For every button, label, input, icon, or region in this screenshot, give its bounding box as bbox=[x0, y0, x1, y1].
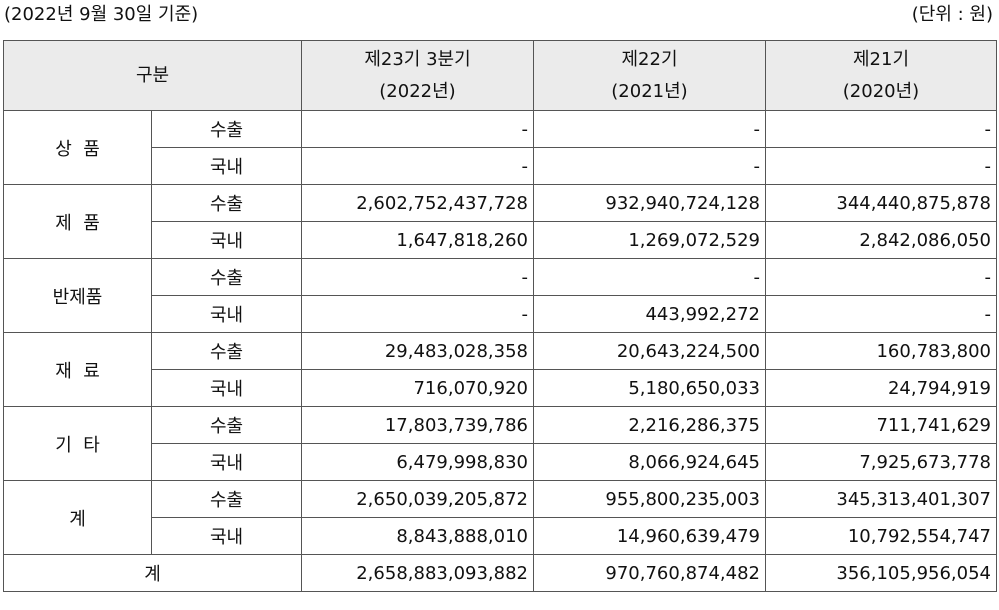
amount-cell: 1,647,818,260 bbox=[301, 221, 534, 259]
header-period: 제23기 3분기 (2022년) bbox=[301, 40, 534, 111]
category-label: 반제품 bbox=[52, 286, 103, 308]
sales-type-cell: 국내 bbox=[151, 147, 302, 185]
amount-cell: - bbox=[765, 295, 997, 333]
amount-cell: - bbox=[301, 147, 534, 185]
header-period: 제22기 (2021년) bbox=[533, 40, 766, 111]
date-caption: (2022년 9월 30일 기준) bbox=[4, 4, 199, 25]
amount-cell: 14,960,639,479 bbox=[533, 517, 766, 555]
amount-cell: - bbox=[533, 147, 766, 185]
sales-type-cell: 수출 bbox=[151, 258, 302, 296]
header-period-year: (2021년) bbox=[611, 80, 688, 102]
header-period-year: (2020년) bbox=[842, 80, 920, 102]
total-label: 계 bbox=[3, 554, 302, 592]
sales-type-cell: 국내 bbox=[151, 517, 302, 555]
table-row: 재 료 수출 29,483,028,358 20,643,224,500 160,783… bbox=[3, 332, 997, 407]
table-row: 국내 1,647,818,260 1,269,072,529 2,842,086,05… bbox=[4, 221, 997, 259]
category-cell: 기 타 bbox=[3, 406, 152, 481]
amount-cell: 10,792,554,747 bbox=[765, 517, 997, 555]
category-label: 재 료 bbox=[55, 360, 100, 382]
header-period-name: 제21기 bbox=[852, 48, 910, 70]
amount-cell: 345,313,401,307 bbox=[765, 480, 997, 518]
amount-cell: - bbox=[301, 110, 534, 148]
sales-type-cell: 국내 bbox=[151, 369, 302, 407]
sales-type-cell: 수출 bbox=[151, 480, 302, 518]
table-row: 국내 716,070,920 5,180,650,033 24,794,919 bbox=[4, 369, 997, 407]
header-category-label: 구분 bbox=[135, 64, 170, 86]
category-cell: 재 료 bbox=[3, 332, 152, 407]
unit-caption: (단위 : 원) bbox=[911, 4, 993, 25]
header-category: 구분 bbox=[3, 40, 302, 111]
amount-cell: 20,643,224,500 bbox=[533, 332, 766, 370]
amount-cell: - bbox=[301, 295, 534, 333]
amount-cell: - bbox=[301, 258, 534, 296]
sales-table: 구분 제23기 3분기 (2022년) 제22기 (2021년) 제21기 (2… bbox=[3, 40, 997, 592]
amount-cell: 24,794,919 bbox=[765, 369, 997, 407]
table-row: 반제품 수출 - - - bbox=[3, 258, 997, 333]
table-row: 기 타 수출 17,803,739,786 2,216,286,375 711,741,… bbox=[3, 406, 997, 481]
category-label: 기 타 bbox=[55, 434, 100, 456]
amount-cell: 344,440,875,878 bbox=[765, 184, 997, 222]
amount-cell: 2,650,039,205,872 bbox=[301, 480, 534, 518]
amount-cell: 2,602,752,437,728 bbox=[301, 184, 534, 222]
amount-cell: 8,066,924,645 bbox=[533, 443, 766, 481]
amount-cell: 955,800,235,003 bbox=[533, 480, 766, 518]
table-row: 국내 6,479,998,830 8,066,924,645 7,925,673,77… bbox=[4, 443, 997, 481]
category-cell: 상 품 bbox=[3, 110, 152, 185]
amount-cell: 1,269,072,529 bbox=[533, 221, 766, 259]
sales-type-cell: 수출 bbox=[151, 406, 302, 444]
amount-cell: 2,842,086,050 bbox=[765, 221, 997, 259]
total-row: 계 2,658,883,093,882 970,760,874,482 356,… bbox=[3, 554, 997, 592]
total-value: 2,658,883,093,882 bbox=[301, 554, 534, 592]
category-label: 상 품 bbox=[55, 138, 100, 160]
table-row: 국내 8,843,888,010 14,960,639,479 10,792,554,… bbox=[4, 517, 997, 555]
amount-cell: - bbox=[765, 147, 997, 185]
amount-cell: 6,479,998,830 bbox=[301, 443, 534, 481]
table-row: 제 품 수출 2,602,752,437,728 932,940,724,128 344… bbox=[3, 184, 997, 259]
sales-type-cell: 국내 bbox=[151, 443, 302, 481]
category-cell: 반제품 bbox=[3, 258, 152, 333]
sales-type-cell: 수출 bbox=[151, 110, 302, 148]
total-value: 970,760,874,482 bbox=[533, 554, 766, 592]
amount-cell: 7,925,673,778 bbox=[765, 443, 997, 481]
amount-cell: 29,483,028,358 bbox=[301, 332, 534, 370]
table-row: 국내 - - - bbox=[4, 147, 997, 185]
header-period-name: 제23기 3분기 bbox=[364, 48, 471, 70]
amount-cell: 932,940,724,128 bbox=[533, 184, 766, 222]
amount-cell: 160,783,800 bbox=[765, 332, 997, 370]
amount-cell: - bbox=[765, 258, 997, 296]
category-label: 제 품 bbox=[55, 212, 100, 234]
amount-cell: 711,741,629 bbox=[765, 406, 997, 444]
table-row: 상 품 수출 - - - bbox=[3, 110, 997, 185]
sales-type-cell: 수출 bbox=[151, 184, 302, 222]
amount-cell: - bbox=[765, 110, 997, 148]
header-period: 제21기 (2020년) bbox=[765, 40, 997, 111]
amount-cell: - bbox=[533, 258, 766, 296]
category-label: 계 bbox=[69, 508, 86, 530]
amount-cell: - bbox=[533, 110, 766, 148]
sales-type-cell: 수출 bbox=[151, 332, 302, 370]
sales-type-cell: 국내 bbox=[151, 295, 302, 333]
header-period-year: (2022년) bbox=[379, 80, 456, 102]
amount-cell: 2,216,286,375 bbox=[533, 406, 766, 444]
amount-cell: 716,070,920 bbox=[301, 369, 534, 407]
table-row: 국내 -443,992,272- bbox=[4, 295, 997, 333]
amount-cell: 17,803,739,786 bbox=[301, 406, 534, 444]
table-row: 계 수출 2,650,039,205,872 955,800,235,003 345,3… bbox=[3, 480, 997, 555]
amount-cell: 443,992,272 bbox=[533, 295, 766, 333]
category-cell: 제 품 bbox=[3, 184, 152, 259]
header-period-name: 제22기 bbox=[621, 48, 678, 70]
amount-cell: 8,843,888,010 bbox=[301, 517, 534, 555]
sales-type-cell: 국내 bbox=[151, 221, 302, 259]
total-value: 356,105,956,054 bbox=[765, 554, 997, 592]
header-row: 구분 제23기 3분기 (2022년) 제22기 (2021년) 제21기 (2… bbox=[3, 40, 997, 111]
category-cell: 계 bbox=[3, 480, 152, 555]
amount-cell: 5,180,650,033 bbox=[533, 369, 766, 407]
